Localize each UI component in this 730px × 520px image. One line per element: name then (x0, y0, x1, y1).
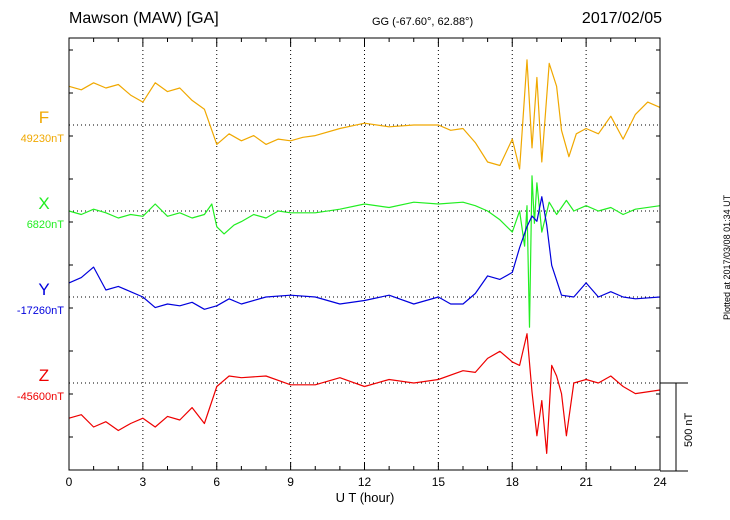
geographic-coordinates: GG (-67.60°, 62.88°) (372, 16, 474, 28)
x-tick-label: 24 (653, 475, 667, 489)
date-label: 2017/02/05 (581, 10, 662, 27)
x-axis-label: U T (hour) (336, 490, 395, 505)
series-baseline-f: 49230nT (21, 133, 65, 145)
plotted-timestamp: Plotted at 2017/03/08 01:34 UT (722, 194, 730, 320)
x-tick-label: 9 (287, 475, 294, 489)
series-name-y: Y (38, 280, 49, 299)
x-tick-label: 3 (140, 475, 147, 489)
x-tick-label: 21 (579, 475, 593, 489)
x-tick-label: 12 (358, 475, 372, 489)
scale-bar-label: 500 nT (683, 412, 695, 447)
series-lines (68, 59, 661, 454)
series-baseline-y: -17260nT (17, 305, 64, 317)
series-name-f: F (39, 108, 49, 127)
grid (69, 38, 660, 470)
series-baseline-z: -45600nT (17, 391, 64, 403)
x-axis: 0 3 6 9 12 15 18 21 24 (66, 38, 667, 489)
series-line-f (68, 59, 661, 170)
series-line-z (68, 333, 661, 454)
series-labels: F 49230nT X 6820nT Y -17260nT Z -45600nT (17, 108, 64, 403)
x-tick-label: 6 (213, 475, 220, 489)
x-tick-label: 15 (432, 475, 446, 489)
x-tick-label: 18 (506, 475, 520, 489)
scale-bar: 500 nT (660, 382, 695, 472)
series-line-y (68, 196, 661, 310)
series-baseline-x: 6820nT (27, 219, 65, 231)
series-line-x (68, 175, 661, 328)
series-name-x: X (38, 194, 49, 213)
station-title: Mawson (MAW) [GA] (69, 10, 219, 27)
x-tick-label: 0 (66, 475, 73, 489)
series-name-z: Z (39, 366, 49, 385)
